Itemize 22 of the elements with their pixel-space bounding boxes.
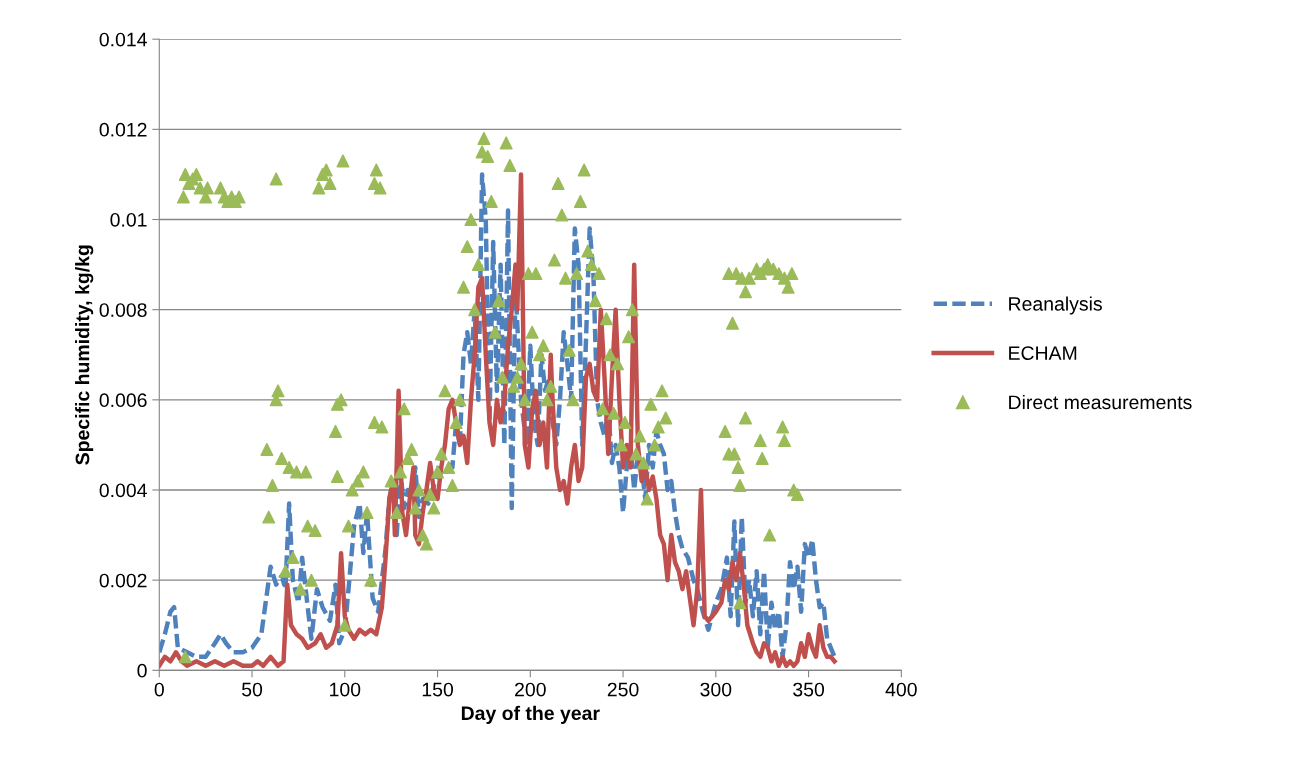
- y-tick-label: 0.004: [99, 483, 147, 498]
- x-tick-label: 0: [154, 682, 164, 697]
- x-tick-label: 100: [330, 682, 361, 697]
- y-tick-label: 0.002: [99, 573, 147, 588]
- legend-label: Reanalysis: [1009, 296, 1102, 315]
- y-tick-label: 0.01: [110, 212, 147, 227]
- x-tick-label: 200: [515, 682, 546, 697]
- x-tick-label: 250: [607, 682, 639, 697]
- y-tick-label: 0.012: [99, 122, 147, 137]
- y-tick-label: 0: [137, 663, 147, 678]
- legend-label: ECHAM: [1009, 346, 1077, 360]
- y-tick-label: 0.006: [99, 393, 147, 408]
- y-tick-label: 0.014: [99, 32, 147, 47]
- y-axis-title: Specific humidity, kg/kg: [75, 245, 94, 465]
- x-tick-label: 350: [793, 682, 825, 697]
- legend-label: Direct measurements: [1009, 394, 1192, 410]
- y-tick-label: 0.008: [99, 303, 147, 317]
- x-axis-title: Day of the year: [461, 705, 600, 724]
- x-tick-label: 150: [422, 682, 454, 697]
- x-tick-label: 300: [700, 682, 732, 697]
- x-tick-label: 50: [242, 682, 263, 697]
- x-tick-label: 400: [885, 682, 917, 697]
